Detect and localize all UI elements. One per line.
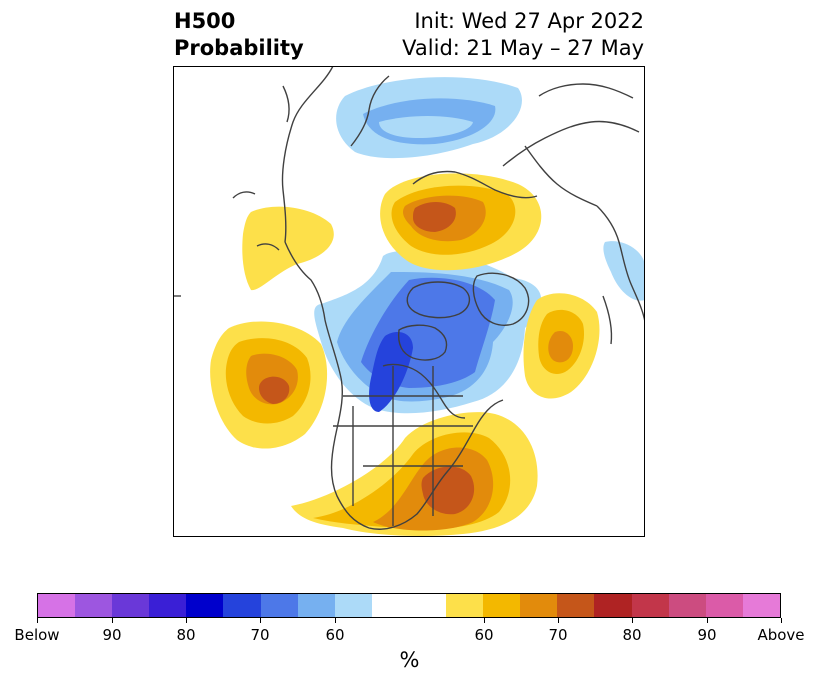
contour-a4c [548, 330, 573, 363]
colorbar-tick-mark [484, 618, 485, 623]
colorbar-cell [38, 594, 76, 617]
colorbar-tick-label: 90 [102, 626, 122, 644]
below-normal-north-region [336, 77, 522, 159]
title-field-name: H500 [174, 9, 236, 33]
map-frame [173, 66, 645, 537]
colorbar-tick-label: 70 [548, 626, 568, 644]
colorbar-tick-mark [335, 618, 336, 623]
colorbar-cell [223, 594, 261, 617]
colorbar-tick-mark [112, 618, 113, 623]
colorbar-cell [408, 594, 447, 617]
colorbar-cell [705, 594, 743, 617]
colorbar-unit-label: % [399, 648, 420, 672]
contour-b2d [369, 332, 413, 412]
colorbar-cell [260, 594, 298, 617]
below-normal-east-region [603, 241, 645, 301]
above-normal-atlantic-region [523, 293, 600, 399]
contour-a5d [421, 466, 475, 515]
above-normal-pacific-region [210, 321, 328, 449]
contour-b1c [379, 116, 473, 138]
contour-a1d [413, 202, 456, 232]
map-canvas [173, 66, 645, 537]
colorbar-tick-label: 60 [474, 626, 494, 644]
title-right: Init: Wed 27 Apr 2022 Valid: 21 May – 27… [402, 8, 644, 62]
colorbar-tick-labels: Below 90 80 70 60 60 70 80 90 Above [0, 626, 819, 646]
colorbar-cell [112, 594, 150, 617]
colorbar-tick-label: 60 [325, 626, 345, 644]
above-normal-eastern-us-region [291, 412, 538, 536]
colorbar-tick-mark [781, 618, 782, 623]
colorbar [37, 593, 781, 618]
colorbar-cell [742, 594, 780, 617]
colorbar-cell [668, 594, 706, 617]
colorbar-tick-mark [260, 618, 261, 623]
colorbar-cell [149, 594, 187, 617]
colorbar-cell [334, 594, 372, 617]
init-date-label: Init: Wed 27 Apr 2022 [414, 9, 644, 33]
colorbar-tick-label: 80 [622, 626, 642, 644]
colorbar-tick-label: 80 [176, 626, 196, 644]
title-left: H500 Probability [174, 8, 304, 62]
colorbar-tick-label: Below [14, 626, 60, 644]
colorbar-cell [446, 594, 484, 617]
colorbar-cell [483, 594, 521, 617]
contour-b3a [603, 241, 645, 301]
colorbar-cell [75, 594, 113, 617]
colorbar-cell [520, 594, 558, 617]
colorbar-tick-label: 90 [697, 626, 717, 644]
colorbar-tick-label: 70 [250, 626, 270, 644]
above-normal-north-region [380, 173, 542, 271]
colorbar-cell [631, 594, 669, 617]
colorbar-cell [557, 594, 595, 617]
colorbar-cell [186, 594, 224, 617]
colorbar-tick-mark [707, 618, 708, 623]
probability-map [173, 66, 645, 537]
colorbar-cell [594, 594, 632, 617]
colorbar-tick-mark [632, 618, 633, 623]
contour-a3d [259, 376, 290, 404]
coastline-layer [173, 66, 645, 530]
colorbar-tick-mark [558, 618, 559, 623]
below-normal-central-region [314, 250, 542, 414]
valid-period-label: Valid: 21 May – 27 May [402, 36, 644, 60]
title-product-name: Probability [174, 36, 304, 60]
colorbar-tick-label: Above [757, 626, 805, 644]
colorbar-tick-mark [186, 618, 187, 623]
colorbar-cell [371, 594, 409, 617]
colorbar-cell [297, 594, 335, 617]
colorbar-tick-mark [37, 618, 38, 623]
